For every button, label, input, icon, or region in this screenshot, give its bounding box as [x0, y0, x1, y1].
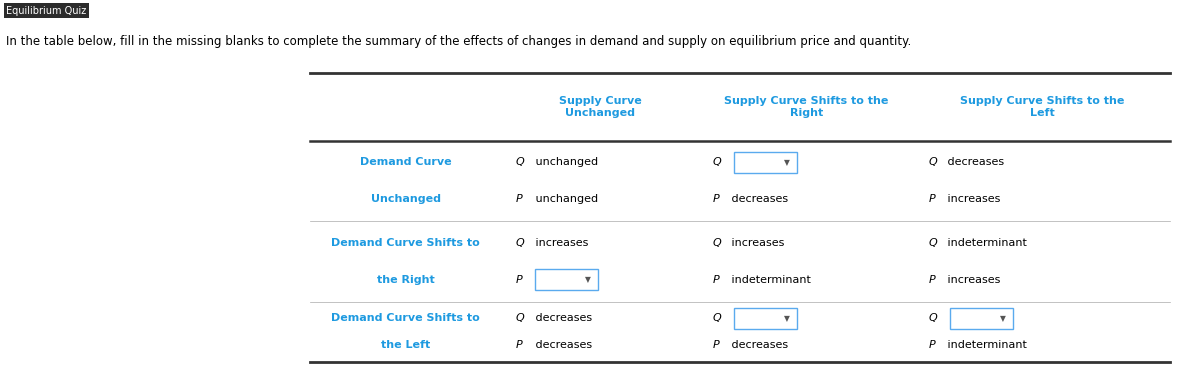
Text: P: P	[516, 340, 523, 350]
Text: indeterminant: indeterminant	[944, 340, 1027, 350]
Text: Q: Q	[516, 157, 524, 167]
Text: unchanged: unchanged	[532, 194, 598, 204]
Text: P: P	[929, 194, 936, 204]
Text: decreases: decreases	[944, 157, 1004, 167]
Text: Equilibrium Quiz: Equilibrium Quiz	[6, 6, 86, 16]
Text: Supply Curve
Unchanged: Supply Curve Unchanged	[559, 96, 641, 118]
Text: Demand Curve Shifts to: Demand Curve Shifts to	[331, 313, 480, 323]
Text: In the table below, fill in the missing blanks to complete the summary of the ef: In the table below, fill in the missing …	[6, 35, 911, 48]
Text: Q: Q	[929, 157, 937, 167]
Text: ▼: ▼	[586, 275, 590, 284]
Text: indeterminant: indeterminant	[944, 238, 1027, 248]
FancyBboxPatch shape	[734, 152, 797, 173]
Text: Demand Curve: Demand Curve	[360, 157, 451, 167]
Text: P: P	[929, 275, 936, 285]
Text: increases: increases	[532, 238, 588, 248]
FancyBboxPatch shape	[734, 308, 797, 329]
Text: increases: increases	[728, 238, 785, 248]
Text: Q: Q	[929, 313, 937, 323]
Text: P: P	[516, 275, 523, 285]
Text: increases: increases	[944, 275, 1001, 285]
Text: P: P	[713, 275, 720, 285]
Text: the Right: the Right	[377, 275, 434, 285]
Text: Q: Q	[713, 157, 721, 167]
Text: increases: increases	[944, 194, 1001, 204]
Text: Demand Curve Shifts to: Demand Curve Shifts to	[331, 238, 480, 248]
Text: P: P	[516, 194, 523, 204]
Text: Q: Q	[929, 238, 937, 248]
FancyBboxPatch shape	[535, 269, 598, 290]
Text: Q: Q	[713, 313, 721, 323]
Text: the Left: the Left	[380, 340, 431, 350]
Text: Supply Curve Shifts to the
Right: Supply Curve Shifts to the Right	[725, 96, 888, 118]
Text: Q: Q	[713, 238, 721, 248]
Text: indeterminant: indeterminant	[728, 275, 811, 285]
Text: Unchanged: Unchanged	[371, 194, 440, 204]
Text: ▼: ▼	[1001, 314, 1006, 323]
Text: decreases: decreases	[728, 340, 788, 350]
Text: ▼: ▼	[785, 158, 790, 167]
Text: Q: Q	[516, 313, 524, 323]
Text: Q: Q	[516, 238, 524, 248]
Text: ▼: ▼	[785, 314, 790, 323]
Text: P: P	[713, 194, 720, 204]
FancyBboxPatch shape	[950, 308, 1013, 329]
Text: decreases: decreases	[532, 313, 592, 323]
Text: P: P	[713, 340, 720, 350]
Text: Supply Curve Shifts to the
Left: Supply Curve Shifts to the Left	[960, 96, 1124, 118]
Text: decreases: decreases	[532, 340, 592, 350]
Text: unchanged: unchanged	[532, 157, 598, 167]
Text: P: P	[929, 340, 936, 350]
Text: decreases: decreases	[728, 194, 788, 204]
